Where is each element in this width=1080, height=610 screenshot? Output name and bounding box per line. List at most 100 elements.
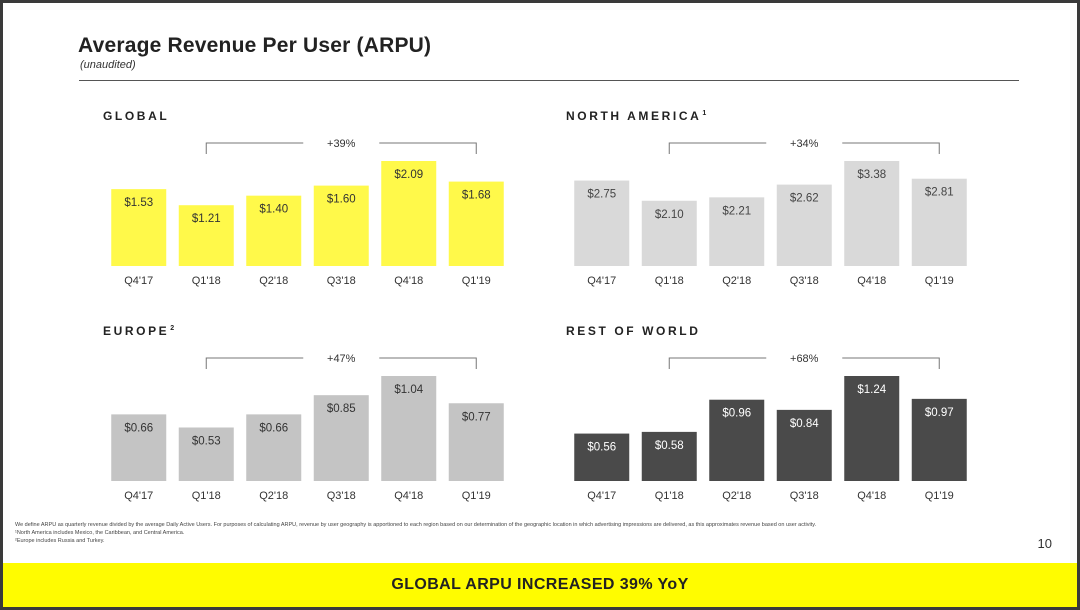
tick-label: Q1'18 — [655, 275, 684, 287]
bar — [381, 376, 437, 481]
tick-label: Q4'17 — [124, 275, 153, 287]
data-label: $0.58 — [655, 440, 684, 452]
bar — [448, 181, 504, 266]
bar-chart: $0.56 Q4'17 $0.58 Q1'18 $0.96 Q2'18 $0.84 Q3'18… — [574, 353, 967, 502]
chart-title: NORTH AMERICA1 — [566, 109, 707, 123]
data-label: $0.66 — [259, 422, 288, 434]
footnote-europe: ²Europe includes Russia and Turkey. — [15, 538, 105, 544]
tick-label: Q3'18 — [790, 275, 819, 287]
data-label: $2.09 — [394, 169, 423, 181]
data-label: $1.53 — [124, 197, 153, 209]
tick-label: Q1'19 — [462, 275, 491, 287]
bar — [709, 197, 765, 266]
growth-bracket-right — [379, 142, 477, 154]
tick-label: Q4'18 — [394, 275, 423, 287]
bar — [111, 414, 167, 481]
data-label: $2.81 — [925, 187, 954, 199]
bar — [776, 184, 832, 266]
data-label: $1.40 — [259, 204, 288, 216]
data-label: $0.84 — [790, 418, 819, 430]
tick-label: Q1'18 — [655, 490, 684, 502]
page-title: Average Revenue Per User (ARPU) — [78, 34, 432, 57]
chart-title: REST OF WORLD — [566, 324, 701, 338]
growth-bracket-right — [842, 357, 940, 369]
bar — [313, 185, 369, 266]
data-label: $1.60 — [327, 194, 356, 206]
growth-bracket-left — [668, 357, 767, 369]
tick-label: Q4'17 — [587, 490, 616, 502]
bar — [313, 395, 369, 481]
data-label: $1.21 — [192, 213, 221, 225]
growth-bracket-left — [668, 142, 767, 154]
bar — [574, 433, 630, 481]
tick-label: Q3'18 — [327, 490, 356, 502]
bar — [178, 427, 234, 481]
footnote-north-america: ¹North America includes Mexico, the Cari… — [15, 530, 185, 536]
data-label: $0.53 — [192, 435, 221, 447]
chart-title: GLOBAL — [103, 109, 170, 123]
tick-label: Q2'18 — [259, 275, 288, 287]
data-label: $0.97 — [925, 407, 954, 419]
bar — [641, 431, 697, 481]
data-label: $3.38 — [857, 169, 886, 181]
tick-label: Q4'17 — [124, 490, 153, 502]
chart-europe: EUROPE2 $0.66 Q4'17 $0.53 Q1'18 $0.66 Q2'18 $0… — [83, 324, 523, 534]
bar — [844, 161, 900, 266]
bar — [448, 403, 504, 481]
data-label: $0.85 — [327, 403, 356, 415]
data-label: $2.10 — [655, 209, 684, 221]
tick-label: Q1'19 — [925, 275, 954, 287]
chart-global: GLOBAL $1.53 Q4'17 $1.21 Q1'18 $1.40 Q2'18 $1.… — [83, 109, 523, 319]
bar — [381, 161, 437, 266]
growth-bracket-left — [205, 357, 304, 369]
bar — [246, 195, 302, 266]
summary-banner: GLOBAL ARPU INCREASED 39% YoY — [3, 563, 1077, 607]
data-label: $0.77 — [462, 411, 491, 423]
bar — [776, 409, 832, 481]
growth-label: +39% — [327, 138, 356, 150]
tick-label: Q2'18 — [722, 490, 751, 502]
tick-label: Q4'18 — [857, 275, 886, 287]
tick-label: Q1'19 — [462, 490, 491, 502]
chart-title: EUROPE2 — [103, 324, 175, 338]
data-label: $1.68 — [462, 190, 491, 202]
tick-label: Q3'18 — [327, 275, 356, 287]
tick-label: Q1'18 — [192, 490, 221, 502]
data-label: $1.04 — [394, 384, 423, 396]
tick-label: Q4'18 — [394, 490, 423, 502]
data-label: $2.75 — [587, 189, 616, 201]
bar — [574, 180, 630, 266]
tick-label: Q2'18 — [722, 275, 751, 287]
bar-chart: $1.53 Q4'17 $1.21 Q1'18 $1.40 Q2'18 $1.60 Q3'18… — [111, 138, 504, 287]
footnotes: We define ARPU as quarterly revenue divi… — [15, 521, 995, 545]
data-label: $0.96 — [722, 408, 751, 420]
growth-label: +47% — [327, 353, 356, 365]
bar — [641, 200, 697, 266]
bar — [911, 398, 967, 481]
banner-text: GLOBAL ARPU INCREASED 39% YoY — [391, 576, 689, 593]
tick-label: Q1'18 — [192, 275, 221, 287]
bar-chart: $0.66 Q4'17 $0.53 Q1'18 $0.66 Q2'18 $0.85 Q3'18… — [111, 353, 504, 502]
growth-bracket-left — [205, 142, 304, 154]
bar — [911, 178, 967, 266]
growth-bracket-right — [842, 142, 940, 154]
tick-label: Q4'18 — [857, 490, 886, 502]
title-divider — [79, 80, 1019, 81]
tick-label: Q3'18 — [790, 490, 819, 502]
tick-label: Q4'17 — [587, 275, 616, 287]
chart-north-america: NORTH AMERICA1 $2.75 Q4'17 $2.10 Q1'18 $2.21… — [546, 109, 986, 319]
data-label: $2.21 — [722, 205, 751, 217]
bar — [178, 205, 234, 266]
page-subtitle: (unaudited) — [80, 59, 136, 71]
bar-chart: $2.75 Q4'17 $2.10 Q1'18 $2.21 Q2'18 $2.62 Q3'18… — [574, 138, 967, 287]
footnote-arpu-definition: We define ARPU as quarterly revenue divi… — [15, 522, 817, 528]
bar — [111, 189, 167, 266]
data-label: $1.24 — [857, 384, 886, 396]
data-label: $0.56 — [587, 442, 616, 454]
tick-label: Q1'19 — [925, 490, 954, 502]
growth-label: +34% — [790, 138, 819, 150]
growth-label: +68% — [790, 353, 819, 365]
data-label: $0.66 — [124, 422, 153, 434]
bar — [844, 376, 900, 481]
